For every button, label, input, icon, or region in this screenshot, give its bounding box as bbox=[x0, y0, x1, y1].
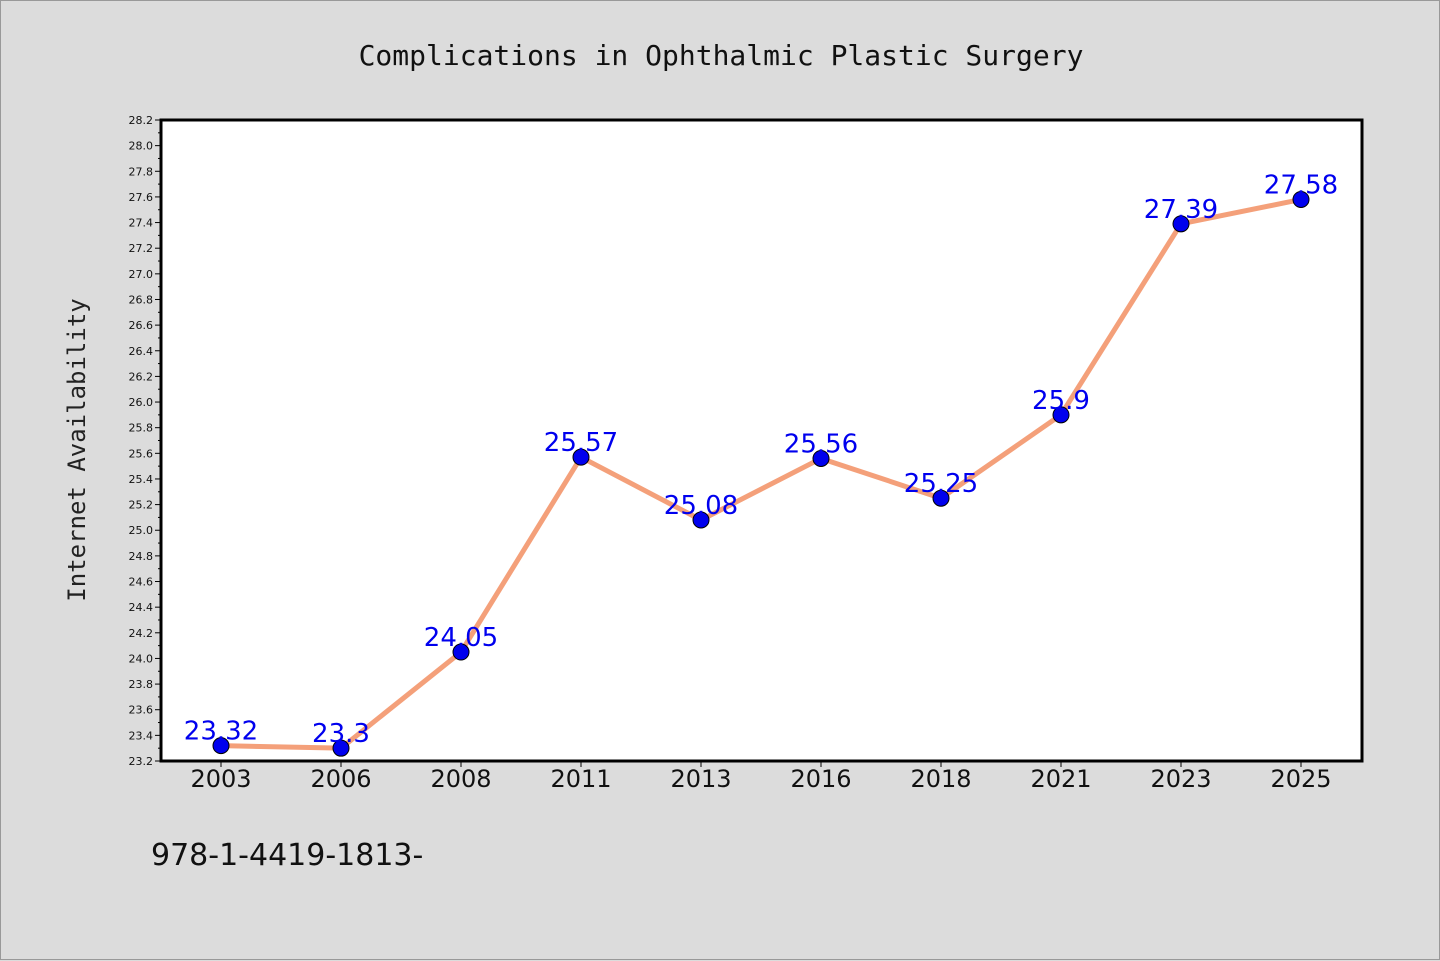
y-tick-label: 24.0 bbox=[129, 652, 154, 665]
series-line-group bbox=[218, 196, 1304, 751]
y-tick-label: 28.2 bbox=[129, 114, 154, 127]
x-tick-label: 2025 bbox=[1270, 765, 1331, 793]
y-tick-label: 26.2 bbox=[129, 370, 154, 383]
data-label: 23.32 bbox=[184, 717, 258, 747]
plot-area bbox=[159, 118, 1364, 763]
y-tick-label: 27.6 bbox=[129, 191, 154, 204]
data-label: 25.57 bbox=[544, 428, 618, 458]
data-label: 25.25 bbox=[904, 469, 978, 499]
y-tick-label: 24.4 bbox=[129, 601, 154, 614]
y-tick-label: 26.6 bbox=[129, 319, 154, 332]
footer-isbn-text: 978-1-4419-1813- bbox=[151, 838, 423, 873]
data-point bbox=[1292, 190, 1310, 208]
y-tick-label: 24.6 bbox=[129, 576, 154, 589]
y-tick-label: 27.4 bbox=[129, 217, 154, 230]
y-tick-label: 25.6 bbox=[129, 447, 154, 460]
y-tick-label: 27.2 bbox=[129, 242, 154, 255]
y-tick-label: 25.8 bbox=[129, 422, 154, 435]
data-point bbox=[1172, 215, 1190, 233]
x-tick-label: 2021 bbox=[1030, 765, 1091, 793]
x-tick-label: 2008 bbox=[430, 765, 491, 793]
y-tick-label: 25.4 bbox=[129, 473, 154, 486]
data-label: 23.3 bbox=[312, 719, 370, 749]
y-tick-label: 23.8 bbox=[129, 678, 154, 691]
y-tick-label: 27.0 bbox=[129, 268, 154, 281]
y-tick-label: 23.4 bbox=[129, 729, 154, 742]
data-point bbox=[1052, 406, 1070, 424]
x-axis-ticks: 2003 2006 2008 2011 2013 2016 2018 2021 2023 2025 bbox=[190, 761, 1332, 793]
y-tick-label: 24.2 bbox=[129, 627, 154, 640]
y-tick-label: 28.0 bbox=[129, 140, 154, 153]
data-point bbox=[452, 643, 470, 661]
data-point bbox=[692, 511, 710, 529]
x-tick-label: 2013 bbox=[670, 765, 731, 793]
y-tick-label: 25.0 bbox=[129, 524, 154, 537]
data-point bbox=[932, 489, 950, 507]
data-label: 25.56 bbox=[784, 429, 858, 459]
data-point bbox=[212, 737, 230, 755]
data-point bbox=[572, 448, 590, 466]
data-point bbox=[332, 739, 350, 757]
data-point bbox=[812, 449, 830, 467]
y-tick-label: 26.8 bbox=[129, 293, 154, 306]
x-tick-label: 2006 bbox=[310, 765, 371, 793]
x-tick-label: 2003 bbox=[190, 765, 251, 793]
y-axis-label: Internet Availability bbox=[63, 298, 91, 601]
y-tick-label: 26.4 bbox=[129, 345, 154, 358]
data-labels: 23.32 23.3 24.05 25.57 25.08 25.56 25.25 25.9 27… bbox=[184, 170, 1338, 749]
x-tick-label: 2011 bbox=[550, 765, 611, 793]
y-tick-label: 24.8 bbox=[129, 550, 154, 563]
y-axis-ticks: 23.2 23.4 23.6 23.8 24.0 24.2 24.4 24.6 24.8 25.0… bbox=[129, 114, 161, 768]
data-label: 25.9 bbox=[1032, 386, 1090, 416]
chart-title: Complications in Ophthalmic Plastic Surg… bbox=[359, 39, 1084, 72]
x-tick-label: 2023 bbox=[1150, 765, 1211, 793]
y-tick-label: 26.0 bbox=[129, 396, 154, 409]
x-tick-label: 2018 bbox=[910, 765, 971, 793]
data-label: 25.08 bbox=[664, 491, 738, 521]
series-line bbox=[218, 196, 1304, 751]
y-tick-label: 23.2 bbox=[129, 755, 154, 768]
y-tick-label: 27.8 bbox=[129, 165, 154, 178]
data-label: 27.58 bbox=[1264, 170, 1338, 200]
y-tick-label: 25.2 bbox=[129, 499, 154, 512]
data-label: 24.05 bbox=[424, 623, 498, 653]
y-tick-label: 23.6 bbox=[129, 704, 154, 717]
data-label: 27.39 bbox=[1144, 195, 1218, 225]
x-tick-label: 2016 bbox=[790, 765, 851, 793]
data-markers bbox=[212, 190, 1310, 757]
